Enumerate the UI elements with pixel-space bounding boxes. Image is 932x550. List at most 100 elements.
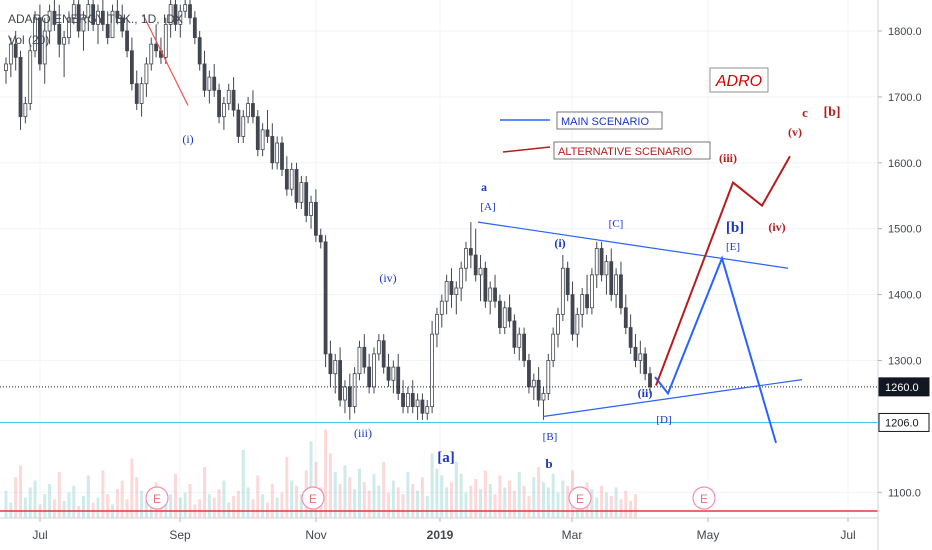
- volume-bar: [106, 494, 110, 518]
- candle-body: [163, 24, 168, 58]
- volume-bar: [28, 487, 32, 518]
- legend-alt-line: [502, 146, 551, 153]
- price-tick-label: 1600.0: [888, 158, 922, 170]
- volume-bar: [130, 458, 134, 518]
- time-tick-label: Jul: [840, 528, 855, 542]
- volume-bar: [125, 499, 129, 518]
- candle-body: [28, 50, 33, 104]
- candle-body: [638, 353, 643, 361]
- candle-body: [468, 248, 473, 256]
- candle-body: [338, 360, 343, 401]
- candle-body: [623, 307, 628, 328]
- candle-body: [333, 360, 338, 375]
- candle-body: [13, 43, 18, 58]
- volume-bar: [391, 480, 395, 518]
- legend-main-label: MAIN SCENARIO: [561, 116, 649, 128]
- volume-bar: [600, 485, 604, 518]
- volume-bar: [614, 487, 618, 518]
- candle-body: [396, 366, 401, 394]
- volume-bar: [498, 475, 502, 518]
- candle-body: [609, 261, 614, 295]
- candle-body: [188, 4, 192, 19]
- volume-bar: [469, 485, 473, 518]
- candle-body: [309, 201, 313, 216]
- candle-body: [67, 17, 71, 38]
- candle-body: [284, 168, 289, 190]
- candle-body: [594, 248, 599, 276]
- candle-body: [362, 346, 367, 368]
- volume-bar: [48, 484, 52, 518]
- volume-bar: [425, 495, 429, 518]
- candle-body: [536, 379, 541, 401]
- volume-bar: [420, 477, 424, 518]
- candle-body: [81, 17, 86, 32]
- candle-body: [478, 267, 483, 276]
- volume-bar: [416, 490, 420, 518]
- wave-label-ii_blue: (ii): [638, 386, 653, 400]
- volume-bar: [270, 484, 274, 518]
- candle-body: [52, 10, 57, 25]
- volume-bar: [474, 478, 478, 518]
- volume-bar: [595, 497, 599, 518]
- candle-body: [18, 56, 23, 118]
- volume-bar: [406, 472, 410, 518]
- candle-body: [120, 17, 125, 32]
- candle-body: [241, 116, 246, 137]
- volume-bar: [295, 485, 299, 518]
- volume-bar: [343, 465, 347, 518]
- volume-bar: [203, 467, 207, 518]
- candle-body: [231, 89, 236, 111]
- volume-bar: [169, 494, 173, 518]
- volume-bar: [198, 499, 202, 518]
- earnings-marker-label: E: [153, 492, 161, 506]
- candlestick-series: [4, 0, 652, 420]
- candle-body: [265, 129, 270, 137]
- volume-bar: [387, 492, 391, 518]
- volume-bar: [77, 506, 81, 518]
- candle-body: [493, 287, 497, 302]
- candle-body: [372, 353, 376, 388]
- time-tick-label: Mar: [562, 528, 583, 542]
- candle-body: [149, 43, 154, 65]
- candle-body: [76, 4, 81, 32]
- volume-bar: [188, 484, 192, 518]
- volume-bar: [430, 453, 434, 518]
- candle-body: [357, 346, 362, 375]
- candle-body: [125, 30, 129, 52]
- wave-label-iv_blue: (iv): [379, 271, 396, 285]
- volume-bar: [299, 494, 303, 518]
- volume-indicator-label[interactable]: Vol (20): [8, 33, 50, 47]
- candle-body: [313, 201, 318, 236]
- volume-bar: [52, 499, 56, 518]
- volume-bar: [43, 494, 47, 518]
- candle-body: [570, 294, 575, 335]
- wave-labels: MAIN SCENARIO ALTERNATIVE SCENARIO ADRO (i)…: [182, 73, 840, 471]
- candle-body: [343, 386, 347, 401]
- elliott-wave-drawings[interactable]: [142, 14, 803, 444]
- volume-bar: [435, 468, 439, 518]
- volume-bar: [624, 490, 628, 518]
- earnings-marker-label: E: [576, 492, 584, 506]
- volume-bar: [81, 495, 85, 518]
- candle-body: [546, 360, 551, 394]
- volume-bar: [633, 494, 637, 518]
- volume-bar: [454, 461, 458, 518]
- wave-label-iii_red: (iii): [719, 151, 737, 165]
- wave-label-b_lower: b: [545, 456, 552, 471]
- volume-bar: [275, 497, 279, 518]
- candle-body: [435, 313, 439, 335]
- candle-body: [580, 294, 585, 315]
- volume-bar: [57, 472, 61, 518]
- wave-label-b_bracket_red: [b]: [823, 105, 840, 120]
- alternative-scenario-path: [655, 155, 791, 386]
- brand-box: [709, 67, 769, 93]
- candle-body: [575, 313, 580, 335]
- candle-body: [527, 360, 531, 388]
- volume-bar: [328, 453, 332, 518]
- candle-body: [168, 4, 173, 25]
- wave-label-A_bracket: [A]: [480, 201, 495, 213]
- candle-body: [565, 267, 570, 295]
- earnings-marker: [145, 486, 169, 510]
